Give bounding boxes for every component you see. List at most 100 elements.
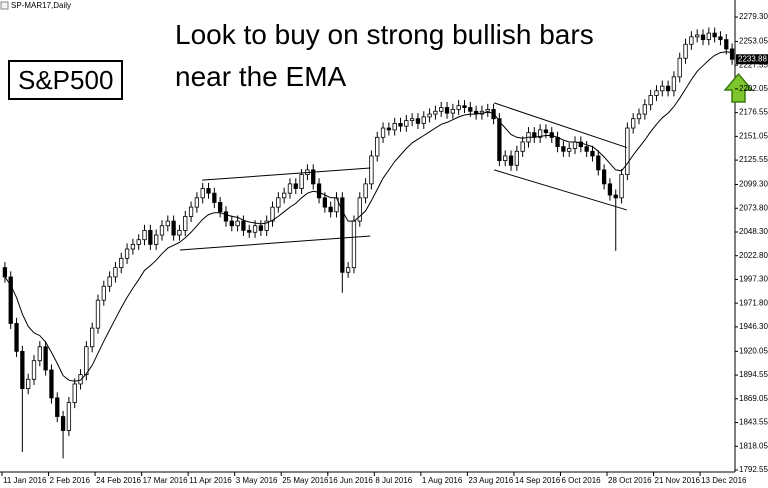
- candle-body: [590, 150, 595, 157]
- candle-body: [43, 346, 48, 371]
- candle-body: [357, 197, 362, 222]
- x-tick-label: 2 Feb 2016: [50, 476, 91, 485]
- x-tick-label: 16 Jun 2016: [329, 476, 374, 485]
- candle-body: [218, 202, 223, 213]
- candle-body: [665, 85, 671, 92]
- trendline: [179, 235, 371, 251]
- candle-body: [456, 105, 461, 110]
- y-tick-label: 2279.30: [739, 12, 768, 21]
- trendline: [494, 169, 627, 211]
- y-tick-label: 1894.55: [739, 370, 768, 379]
- candle-body: [648, 95, 653, 106]
- candle-body: [398, 122, 403, 127]
- candle-body: [718, 36, 723, 41]
- candle-body: [37, 346, 42, 362]
- y-tick-label: 2227.55: [739, 60, 768, 69]
- candle-body: [613, 194, 618, 199]
- candle-body: [514, 150, 519, 166]
- candle-body: [584, 146, 589, 152]
- candle-body: [194, 197, 200, 208]
- candle-body: [596, 155, 601, 171]
- y-tick-label: 1971.80: [739, 298, 768, 307]
- candle-body: [572, 141, 578, 149]
- candle-body: [282, 192, 287, 199]
- x-tick-label: 11 Apr 2016: [189, 476, 232, 485]
- x-tick-label: 25 May 2016: [282, 476, 329, 485]
- y-tick-label: 1792.55: [739, 465, 768, 474]
- candle-body: [427, 113, 432, 118]
- y-tick-label: 1869.05: [739, 394, 768, 403]
- y-tick-label: 1946.30: [739, 322, 768, 331]
- candle-body: [84, 346, 89, 376]
- candle-body: [229, 220, 234, 227]
- candle-body: [636, 113, 642, 120]
- candle-body: [485, 109, 490, 112]
- candle-body: [183, 216, 188, 231]
- candle-body: [369, 155, 374, 185]
- candle-body: [165, 220, 170, 227]
- x-tick-label: 13 Dec 2016: [701, 476, 747, 485]
- candle-body: [148, 230, 153, 245]
- y-tick-label: 1818.05: [739, 441, 768, 450]
- candle-body: [107, 276, 112, 287]
- y-tick-label: 2253.05: [739, 37, 768, 46]
- candle-body: [415, 118, 421, 124]
- candle-body: [543, 129, 549, 134]
- candle-body: [322, 197, 328, 208]
- y-tick-label: 2176.55: [739, 108, 768, 117]
- candle-body: [380, 127, 386, 138]
- candle-body: [642, 104, 647, 115]
- candle-body: [95, 299, 101, 329]
- candle-body: [363, 183, 368, 199]
- candle-body: [625, 127, 630, 175]
- x-tick-label: 6 Oct 2016: [561, 476, 601, 485]
- candle-body: [677, 57, 682, 78]
- symbol: SP-MAR17,Daily: [11, 1, 71, 10]
- candle-body: [171, 220, 176, 236]
- candle-body: [520, 141, 525, 152]
- candle-body: [468, 107, 473, 112]
- candle-body: [270, 206, 275, 222]
- candle-body: [450, 109, 455, 114]
- price-tag: [736, 54, 768, 65]
- candle-body: [503, 155, 508, 162]
- candle-body: [421, 116, 426, 124]
- candle-body: [8, 276, 13, 324]
- candle-body: [404, 120, 409, 127]
- candle-body: [276, 197, 281, 208]
- candle-body: [386, 127, 392, 131]
- candle-body: [462, 105, 467, 108]
- x-tick-label: 28 Oct 2016: [608, 476, 652, 485]
- candle-body: [555, 136, 560, 148]
- candle-body: [695, 34, 700, 38]
- candle-body: [72, 383, 77, 403]
- y-tick-label: 1920.05: [739, 346, 768, 355]
- y-tick-label: 2099.30: [739, 180, 768, 189]
- candle-body: [142, 230, 147, 241]
- candle-body: [113, 267, 118, 278]
- candle-body: [31, 360, 37, 380]
- ema-line: [4, 51, 733, 382]
- y-tick-label: 2073.80: [739, 203, 768, 212]
- candle-body: [631, 118, 636, 129]
- candle-body: [311, 169, 316, 185]
- y-tick-label: 2048.30: [739, 227, 768, 236]
- candle-body: [60, 416, 66, 431]
- x-tick-label: 8 Jul 2016: [375, 476, 412, 485]
- instrument-label: S&P500: [8, 60, 124, 100]
- candle-body: [537, 129, 543, 138]
- candle-body: [252, 225, 258, 233]
- candle-body: [2, 267, 8, 278]
- candle-body: [619, 174, 624, 199]
- x-tick-label: 24 Feb 2016: [96, 476, 141, 485]
- candle-body: [159, 225, 165, 236]
- candle-body: [497, 118, 502, 162]
- candle-body: [223, 211, 229, 222]
- candle-body: [241, 220, 246, 231]
- candle-body: [439, 107, 444, 112]
- candle-body: [212, 192, 217, 203]
- candle-body: [49, 369, 54, 399]
- chart-title: Look to buy on strong bullish bars near …: [175, 19, 594, 92]
